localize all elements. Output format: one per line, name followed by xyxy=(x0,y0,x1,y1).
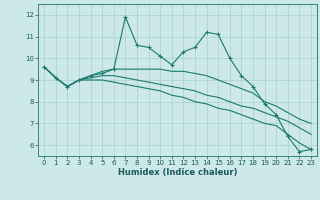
X-axis label: Humidex (Indice chaleur): Humidex (Indice chaleur) xyxy=(118,168,237,177)
